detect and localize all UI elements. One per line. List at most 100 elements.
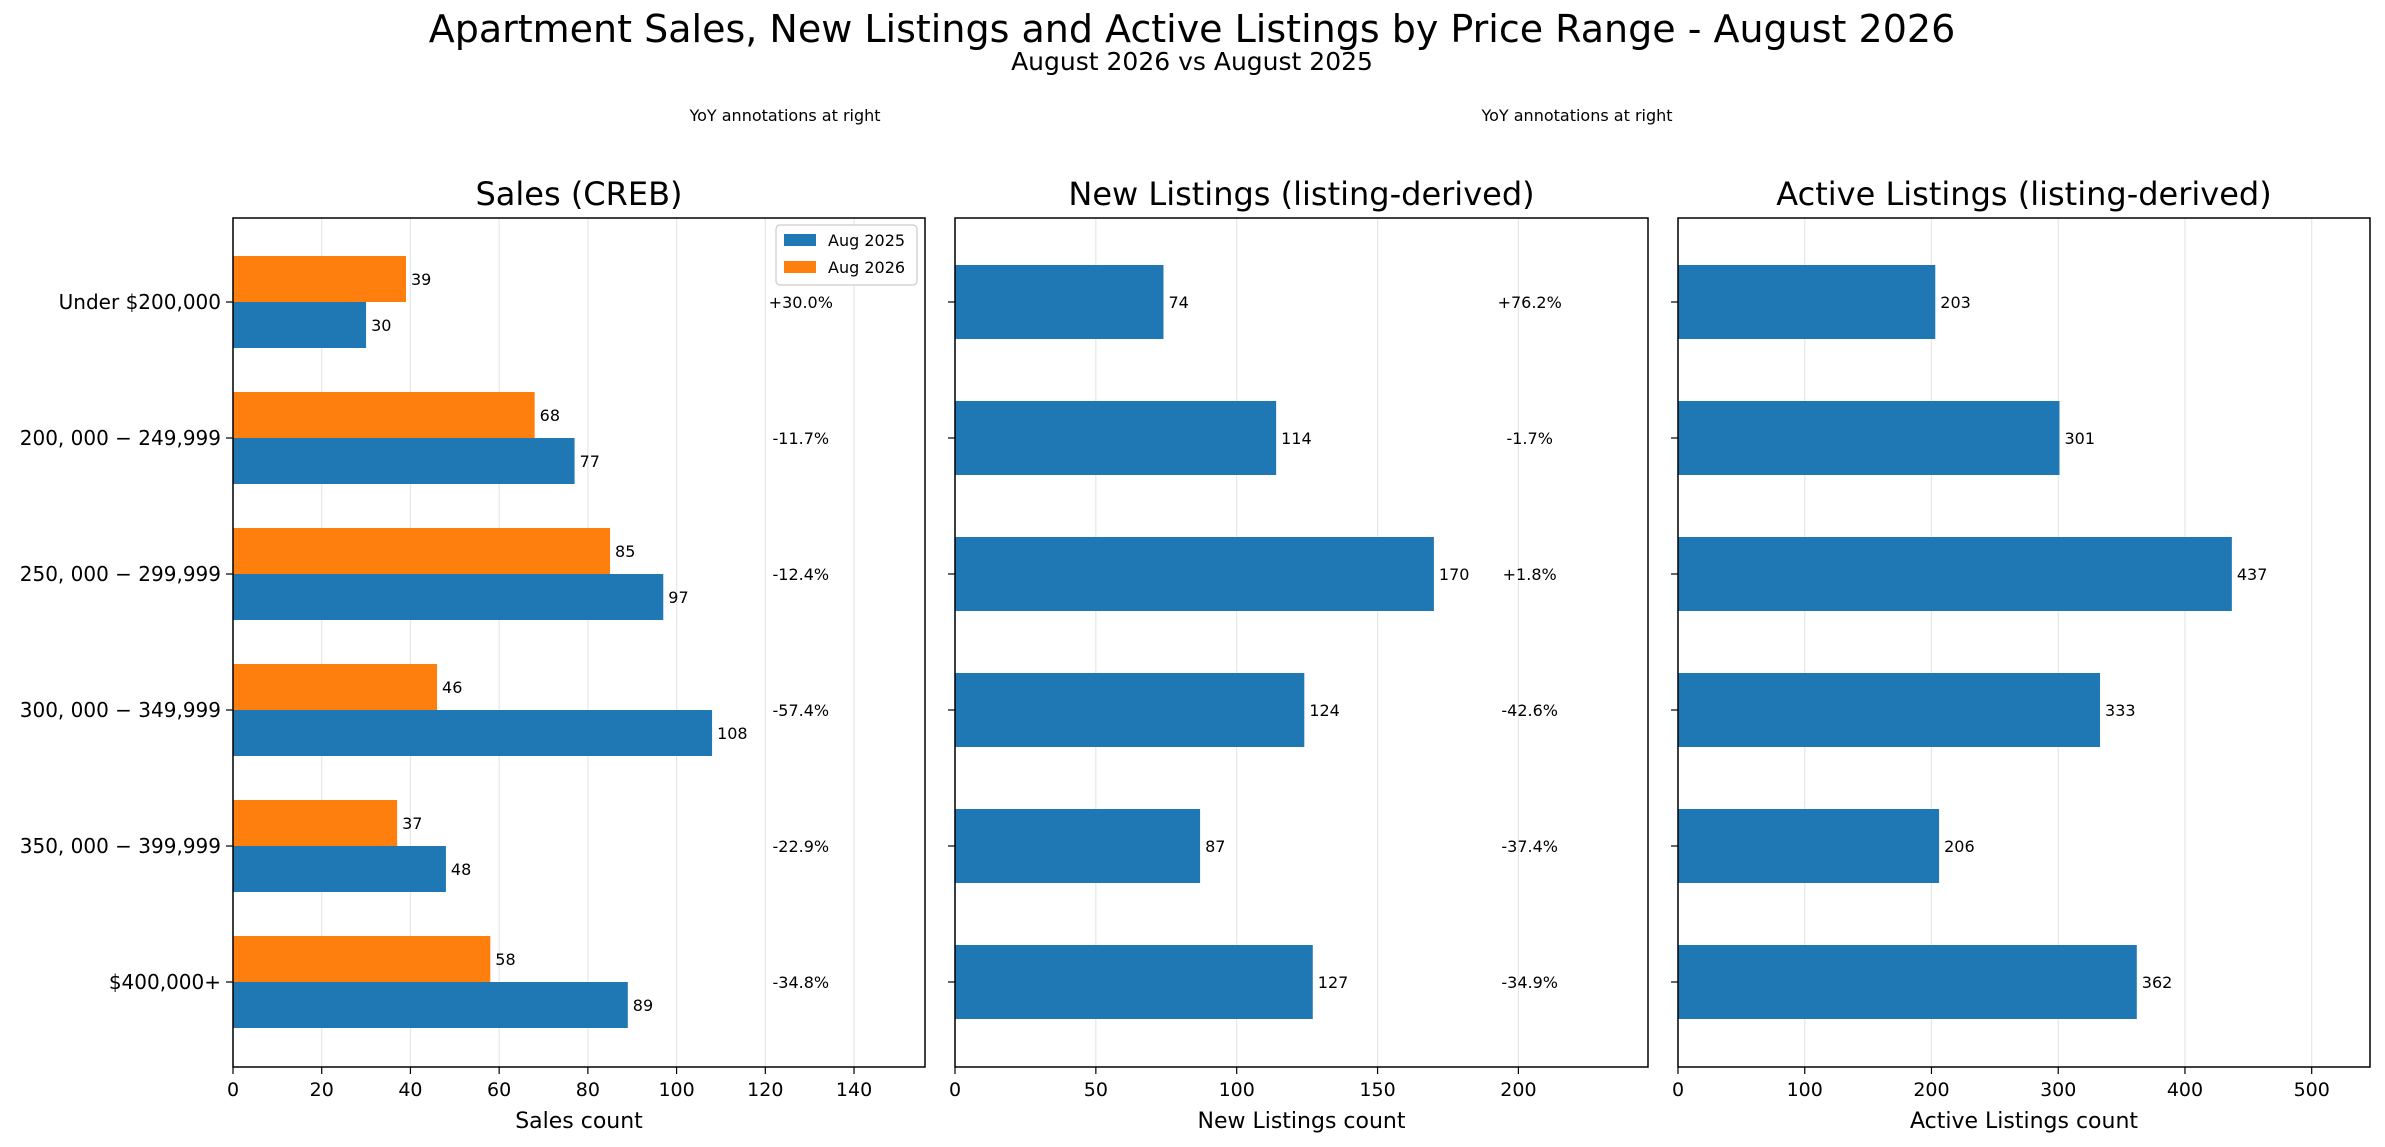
x-tick-label: 60 bbox=[487, 1079, 511, 1101]
data-label: 89 bbox=[633, 996, 653, 1015]
panel-title: New Listings (listing-derived) bbox=[1068, 175, 1534, 213]
data-label: 170 bbox=[1439, 565, 1470, 584]
data-label: 333 bbox=[2105, 701, 2136, 720]
bar bbox=[233, 256, 406, 302]
bar bbox=[955, 945, 1313, 1019]
yoy-annotation: -57.4% bbox=[772, 701, 829, 720]
data-label: 203 bbox=[1940, 293, 1971, 312]
bar bbox=[955, 265, 1164, 339]
data-label: 58 bbox=[495, 950, 515, 969]
bar bbox=[233, 392, 535, 438]
legend-entry: Aug 2026 bbox=[828, 258, 905, 277]
axes-frame bbox=[1677, 217, 2371, 1068]
legend: Aug 2025 Aug 2026 bbox=[775, 224, 918, 286]
y-tick-label: Under $200,000 bbox=[59, 290, 221, 314]
y-tick-label: 350, 000 − 399,999 bbox=[20, 834, 221, 858]
x-tick-label: 140 bbox=[836, 1079, 872, 1101]
figure-title: Apartment Sales, New Listings and Active… bbox=[429, 7, 1956, 51]
panel-title: Active Listings (listing-derived) bbox=[1776, 175, 2271, 213]
chart-new-listings: 74 114 170 124 87 127 +76.2% -1.7% +1.8% -42.6% -3… bbox=[948, 175, 1649, 1134]
yoy-annotation: -11.7% bbox=[772, 429, 829, 448]
x-tick-label: 300 bbox=[2040, 1079, 2076, 1101]
x-tick-label: 100 bbox=[1219, 1079, 1255, 1101]
bar bbox=[233, 528, 611, 574]
bar bbox=[955, 673, 1305, 747]
x-tick-label: 120 bbox=[747, 1079, 783, 1101]
bar bbox=[955, 809, 1201, 883]
x-tick-label: 100 bbox=[1787, 1079, 1823, 1101]
data-label: 437 bbox=[2237, 565, 2268, 584]
yoy-annotation: -1.7% bbox=[1506, 429, 1552, 448]
data-label: 37 bbox=[402, 814, 422, 833]
x-tick-label: 200 bbox=[1500, 1079, 1536, 1101]
bar bbox=[955, 401, 1277, 475]
x-tick-label: 500 bbox=[2294, 1079, 2330, 1101]
legend-entry: Aug 2025 bbox=[828, 231, 905, 250]
yoy-note-sales: YoY annotations at right bbox=[688, 106, 880, 125]
data-label: 301 bbox=[2064, 429, 2095, 448]
bar bbox=[955, 537, 1434, 611]
x-tick-label: 20 bbox=[310, 1079, 334, 1101]
yoy-annotation: +30.0% bbox=[769, 293, 833, 312]
data-label: 39 bbox=[411, 270, 431, 289]
axes-frame bbox=[232, 217, 926, 1068]
bar bbox=[233, 664, 438, 710]
data-label: 127 bbox=[1318, 973, 1349, 992]
charts-layer: 30 39 77 68 97 85 108 46 48 37 89 58 +30.0% -11.7% -12… bbox=[20, 175, 2371, 1134]
chart-active-listings: 203 301 437 333 206 362 0 100 200 300 400 500 Active… bbox=[1671, 175, 2371, 1134]
x-tick-label: 80 bbox=[576, 1079, 600, 1101]
data-label: 74 bbox=[1168, 293, 1188, 312]
data-label: 85 bbox=[615, 542, 635, 561]
data-label: 77 bbox=[580, 452, 600, 471]
y-tick-label: 250, 000 − 299,999 bbox=[20, 562, 221, 586]
x-tick-label: 100 bbox=[658, 1079, 694, 1101]
x-axis-label: New Listings count bbox=[1198, 1109, 1406, 1134]
data-label: 108 bbox=[717, 724, 748, 743]
x-tick-label: 50 bbox=[1084, 1079, 1108, 1101]
bar bbox=[233, 574, 664, 620]
data-label: 124 bbox=[1309, 701, 1340, 720]
legend-swatch bbox=[784, 261, 816, 273]
bar bbox=[1678, 945, 2137, 1019]
data-label: 87 bbox=[1205, 837, 1225, 856]
x-tick-label: 200 bbox=[1913, 1079, 1949, 1101]
data-label: 206 bbox=[1944, 837, 1975, 856]
bar bbox=[233, 936, 491, 982]
data-label: 362 bbox=[2142, 973, 2173, 992]
bar bbox=[1678, 265, 1936, 339]
yoy-annotation: +1.8% bbox=[1503, 565, 1557, 584]
yoy-annotation: -42.6% bbox=[1501, 701, 1558, 720]
bar bbox=[1678, 809, 1940, 883]
x-tick-label: 40 bbox=[398, 1079, 422, 1101]
bar bbox=[233, 438, 575, 484]
x-tick-label: 0 bbox=[949, 1079, 961, 1101]
chart-sales: 30 39 77 68 97 85 108 46 48 37 89 58 +30.0% -11.7% -12… bbox=[20, 175, 926, 1134]
yoy-annotation: +76.2% bbox=[1498, 293, 1562, 312]
bar bbox=[1678, 401, 2060, 475]
x-axis-label: Active Listings count bbox=[1910, 1109, 2138, 1134]
bar bbox=[1678, 537, 2232, 611]
yoy-annotation: -22.9% bbox=[772, 837, 829, 856]
legend-swatch bbox=[784, 234, 816, 246]
yoy-annotation: -37.4% bbox=[1501, 837, 1558, 856]
figure-subtitle: August 2026 vs August 2025 bbox=[1011, 47, 1373, 76]
axes-frame bbox=[954, 217, 1649, 1068]
panel-title: Sales (CREB) bbox=[475, 175, 682, 213]
bar bbox=[233, 800, 398, 846]
x-tick-label: 0 bbox=[1672, 1079, 1684, 1101]
x-tick-label: 400 bbox=[2167, 1079, 2203, 1101]
data-label: 48 bbox=[451, 860, 471, 879]
y-tick-label: 300, 000 − 349,999 bbox=[20, 698, 221, 722]
bar bbox=[233, 982, 628, 1028]
data-label: 30 bbox=[371, 316, 391, 335]
x-tick-label: 150 bbox=[1359, 1079, 1395, 1101]
yoy-annotation: -34.9% bbox=[1501, 973, 1558, 992]
x-axis-label: Sales count bbox=[515, 1109, 643, 1134]
x-tick-label: 0 bbox=[227, 1079, 239, 1101]
bar bbox=[233, 710, 713, 756]
data-label: 114 bbox=[1281, 429, 1312, 448]
yoy-annotation: -12.4% bbox=[772, 565, 829, 584]
bar bbox=[1678, 673, 2101, 747]
yoy-annotation: -34.8% bbox=[772, 973, 829, 992]
